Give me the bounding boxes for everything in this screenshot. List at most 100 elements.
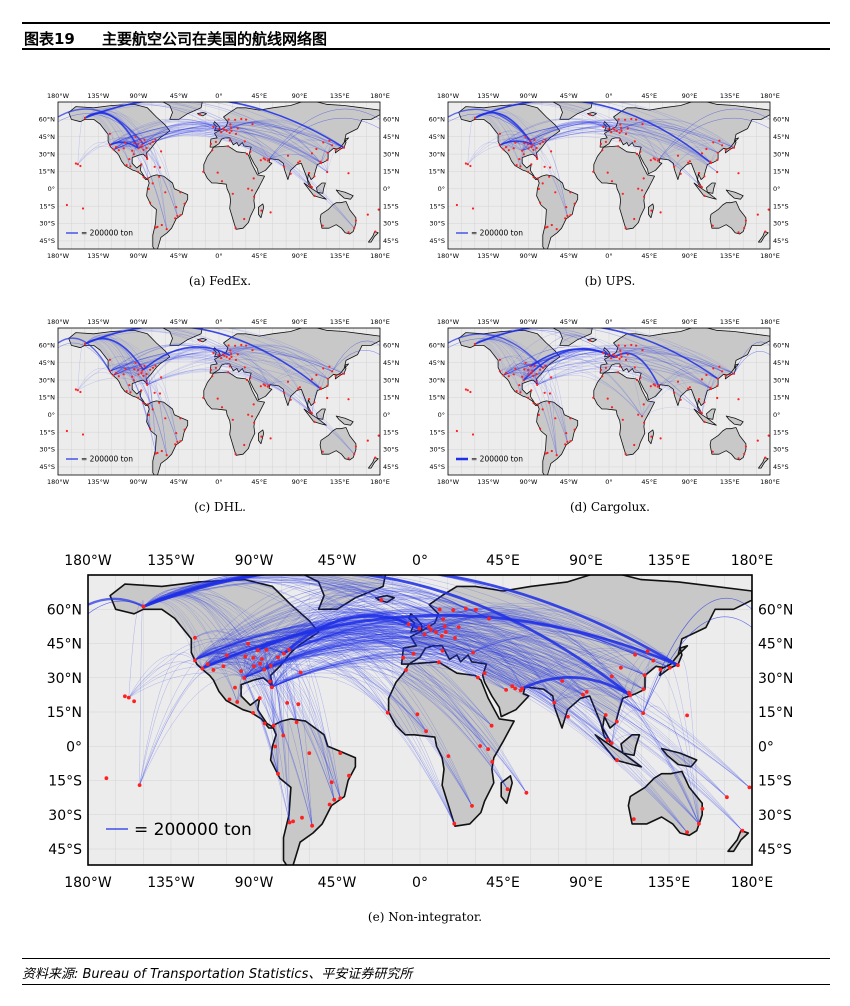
route-line: [283, 622, 612, 744]
airport-marker: [133, 368, 136, 371]
airport-marker: [700, 806, 705, 811]
caption-panel-c: (c) DHL.: [194, 500, 246, 514]
airport-marker: [546, 225, 549, 228]
lon-tick-label: 135°W: [477, 92, 500, 100]
route-line: [128, 653, 195, 698]
route-line: [201, 640, 688, 833]
airport-marker: [236, 127, 239, 130]
route-line: [143, 367, 151, 429]
route-line: [257, 639, 341, 799]
airport-marker: [179, 214, 182, 217]
airport-marker: [220, 180, 224, 183]
route-line: [109, 344, 224, 372]
lat-tick-label: 45°N: [429, 359, 446, 367]
airport-marker: [137, 170, 140, 173]
route-line: [424, 616, 612, 744]
airport-marker: [137, 142, 140, 146]
route-line: [147, 359, 328, 386]
route-line: [503, 370, 532, 376]
airport-marker: [716, 377, 719, 380]
route-line: [532, 122, 617, 145]
route-line: [257, 614, 436, 651]
airport-marker: [521, 375, 524, 378]
airport-marker: [767, 434, 770, 437]
route-line: [109, 366, 135, 372]
airport-marker: [605, 738, 610, 742]
route-line: [257, 647, 285, 654]
airport-marker: [642, 403, 645, 406]
airport-marker: [615, 355, 618, 358]
route-line: [143, 579, 427, 732]
airport-marker: [498, 370, 501, 373]
airport-marker: [268, 679, 272, 684]
route-line: [271, 669, 301, 688]
caption-panel-a: (a) FedEx.: [188, 274, 252, 288]
route-line: [271, 654, 612, 744]
lat-tick-label: 45°S: [383, 237, 399, 245]
lon-tick-label: 45°E: [251, 92, 267, 100]
airport-marker: [429, 627, 433, 632]
airport-marker: [443, 624, 447, 629]
airport-marker: [716, 384, 719, 387]
route-line: [115, 140, 144, 148]
airport-marker: [174, 443, 177, 446]
route-line: [194, 651, 246, 661]
airport-marker: [183, 202, 186, 205]
airport-marker: [620, 126, 623, 130]
lon-tick-label: 45°E: [486, 553, 520, 569]
route-line: [614, 345, 735, 374]
airport-marker: [529, 139, 532, 142]
lon-tick-label: 180°W: [64, 553, 112, 569]
route-line: [474, 338, 537, 382]
route-line: [264, 644, 527, 793]
route-line: [226, 651, 265, 670]
airport-marker: [112, 374, 115, 377]
route-line: [223, 661, 273, 688]
lon-tick-label: 45°W: [170, 252, 189, 260]
airport-marker: [539, 201, 542, 204]
route-line: [467, 145, 523, 165]
airport-marker: [544, 226, 547, 229]
airport-marker: [455, 429, 458, 433]
airport-marker: [286, 154, 290, 157]
footer-rule-top: [22, 958, 830, 959]
airport-marker: [637, 187, 640, 190]
land-south-america: [536, 400, 579, 475]
route-line: [221, 120, 333, 146]
airport-marker: [377, 434, 380, 437]
airport-marker: [721, 370, 724, 373]
airport-marker: [624, 118, 627, 121]
airport-marker: [530, 145, 533, 149]
airport-marker: [243, 217, 246, 221]
lat-tick-label: 30°S: [383, 220, 399, 228]
lon-tick-label: 180°E: [370, 318, 390, 326]
route-line: [508, 364, 531, 377]
route-line: [194, 652, 274, 726]
route-line: [244, 649, 285, 679]
lon-tick-label: 180°E: [760, 92, 780, 100]
route-line: [710, 369, 723, 390]
route-line: [244, 654, 492, 726]
route-line: [194, 631, 259, 651]
airport-marker: [700, 152, 704, 155]
route-line: [143, 592, 284, 736]
airport-marker: [482, 671, 487, 676]
route-line: [264, 638, 414, 670]
airport-marker: [297, 387, 300, 390]
route-line: [109, 352, 312, 414]
airport-marker: [117, 149, 120, 152]
route-line: [118, 367, 144, 377]
route-line: [271, 593, 440, 688]
lon-tick-label: 45°W: [318, 875, 357, 891]
airport-marker: [721, 144, 724, 147]
lon-tick-label: 45°E: [251, 252, 267, 260]
route-line: [113, 373, 131, 393]
route-line: [194, 630, 508, 790]
airport-marker: [79, 390, 82, 394]
airport-marker: [659, 437, 662, 440]
route-line: [143, 121, 345, 148]
lon-tick-label: 135°W: [87, 318, 110, 326]
lat-tick-label: 15°N: [773, 394, 790, 402]
airport-marker: [641, 711, 646, 715]
airport-marker: [592, 170, 595, 173]
